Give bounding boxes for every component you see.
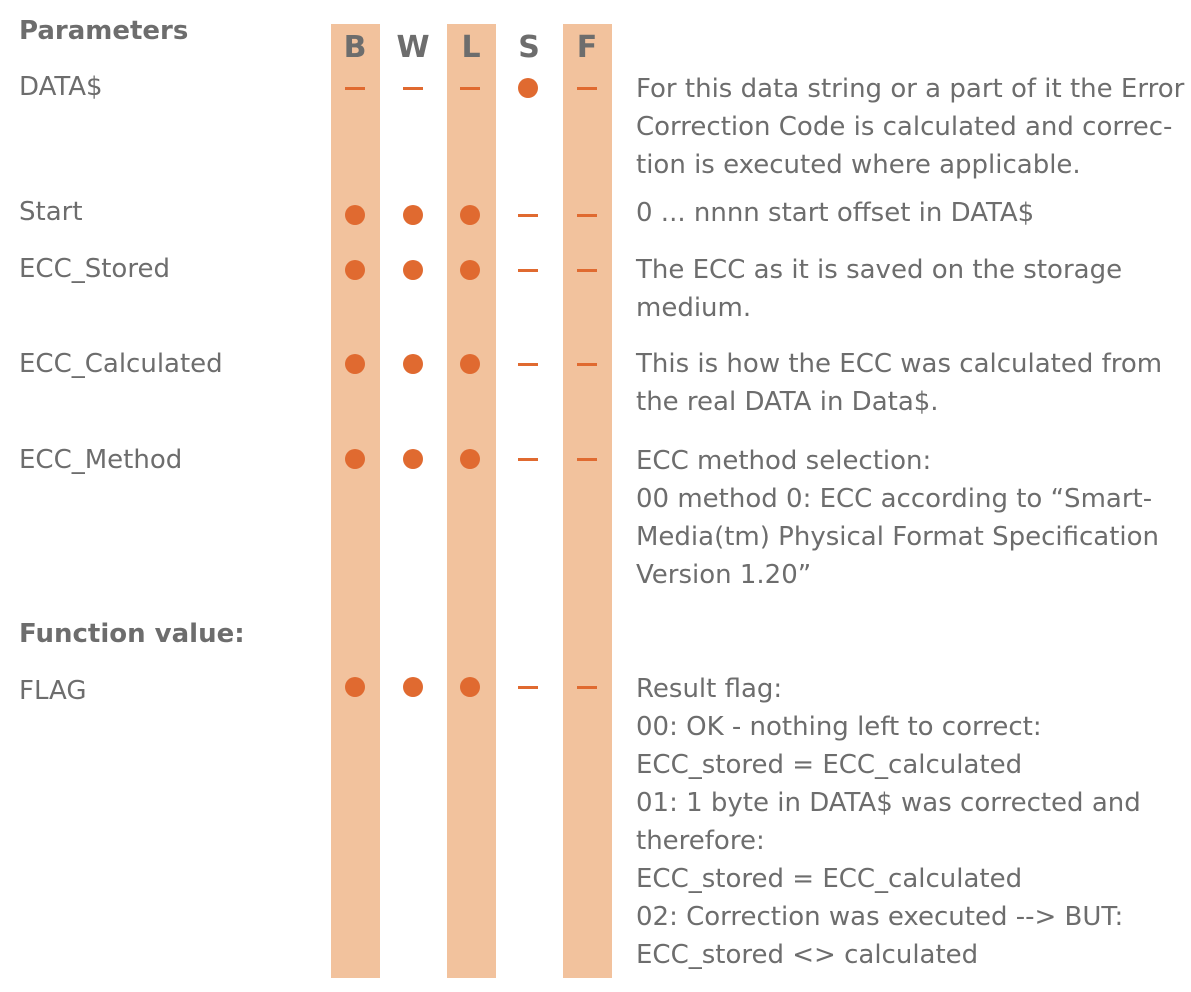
param-description-ecc-stored: The ECC as it is saved on the storage me… <box>636 251 1181 327</box>
unavailable-dash-f <box>577 362 597 366</box>
param-description-ecc-calculated: This is how the ECC was calculated from … <box>636 345 1181 421</box>
unavailable-dash-f <box>577 685 597 689</box>
description-line: Result flag: <box>636 674 783 704</box>
available-dot-s <box>518 78 538 98</box>
available-dot-b <box>345 449 365 469</box>
description-line: medium. <box>636 293 752 323</box>
description-line: 01: 1 byte in DATA$ was corrected and <box>636 788 1141 818</box>
available-dot-w <box>403 449 423 469</box>
param-name-flag: FLAG <box>19 676 87 706</box>
description-line: ECC method selection: <box>636 446 932 476</box>
unavailable-dash-w <box>403 86 423 90</box>
available-dot-b <box>345 205 365 225</box>
description-line: ECC_stored = ECC_calculated <box>636 750 1023 780</box>
description-line: For this data string or a part of it the… <box>636 74 1185 104</box>
param-description-flag: Result flag: 00: OK - nothing left to co… <box>636 670 1181 974</box>
unavailable-dash-s <box>518 685 538 689</box>
description-line: Correction Code is calculated and correc… <box>636 112 1173 142</box>
unavailable-dash-f <box>577 268 597 272</box>
unavailable-dash-f <box>577 457 597 461</box>
available-dot-w <box>403 205 423 225</box>
unavailable-dash-f <box>577 86 597 90</box>
description-line: the real DATA in Data$. <box>636 387 939 417</box>
param-name-data: DATA$ <box>19 72 103 102</box>
description-line: The ECC as it is saved on the storage <box>636 255 1123 285</box>
available-dot-l <box>460 205 480 225</box>
description-line: Media(tm) Physical Format Specification <box>636 522 1160 552</box>
unavailable-dash-s <box>518 362 538 366</box>
available-dot-l <box>460 449 480 469</box>
unavailable-dash-b <box>345 86 365 90</box>
column-header-w: W <box>396 30 430 65</box>
unavailable-dash-s <box>518 457 538 461</box>
description-line: 0 ... nnnn start offset in DATA$ <box>636 198 1035 228</box>
column-band-l <box>447 24 496 978</box>
column-header-f: F <box>576 30 598 65</box>
column-header-b: B <box>343 30 367 65</box>
param-name-ecc-method: ECC_Method <box>19 445 183 475</box>
unavailable-dash-s <box>518 213 538 217</box>
description-line: ECC_stored <> calculated <box>636 940 979 970</box>
column-band-b <box>331 24 380 978</box>
description-line: This is how the ECC was calculated from <box>636 349 1163 379</box>
description-line: therefore: <box>636 826 765 856</box>
description-line: 00 method 0: ECC according to “Smart- <box>636 484 1153 514</box>
unavailable-dash-f <box>577 213 597 217</box>
unavailable-dash-s <box>518 268 538 272</box>
column-header-l: L <box>461 30 481 65</box>
column-band-f <box>563 24 612 978</box>
available-dot-w <box>403 354 423 374</box>
param-name-ecc-calculated: ECC_Calculated <box>19 349 223 379</box>
available-dot-b <box>345 677 365 697</box>
unavailable-dash-l <box>460 86 480 90</box>
param-description-ecc-method: ECC method selection: 00 method 0: ECC a… <box>636 442 1181 594</box>
available-dot-w <box>403 260 423 280</box>
param-description-start: 0 ... nnnn start offset in DATA$ <box>636 194 1181 232</box>
description-line: ECC_stored = ECC_calculated <box>636 864 1023 894</box>
function-value-heading: Function value: <box>19 619 245 649</box>
available-dot-l <box>460 260 480 280</box>
description-line: tion is executed where applicable. <box>636 150 1081 180</box>
param-name-ecc-stored: ECC_Stored <box>19 254 170 284</box>
description-line: 02: Correction was executed --> BUT: <box>636 902 1124 932</box>
param-name-start: Start <box>19 197 83 227</box>
available-dot-w <box>403 677 423 697</box>
parameters-heading: Parameters <box>19 16 189 46</box>
column-header-s: S <box>518 30 540 65</box>
available-dot-l <box>460 354 480 374</box>
available-dot-b <box>345 354 365 374</box>
param-description-data: For this data string or a part of it the… <box>636 70 1185 184</box>
description-line: 00: OK - nothing left to correct: <box>636 712 1042 742</box>
available-dot-l <box>460 677 480 697</box>
description-line: Version 1.20” <box>636 560 812 590</box>
available-dot-b <box>345 260 365 280</box>
